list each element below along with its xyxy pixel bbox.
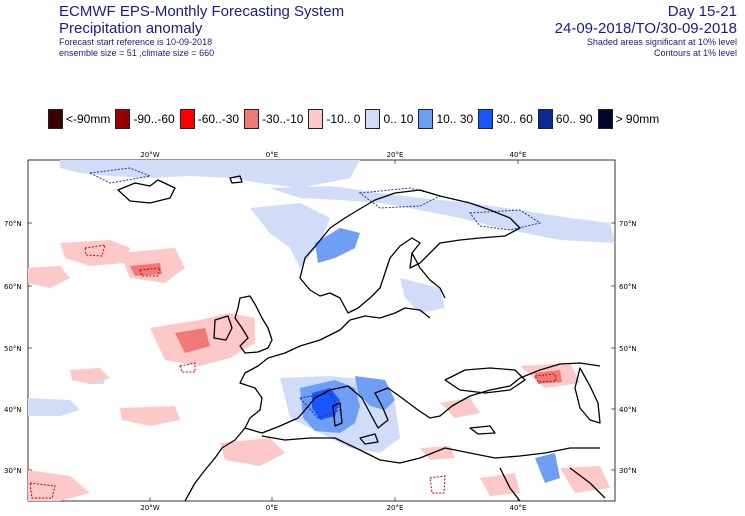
chart-subtitle: Precipitation anomaly bbox=[59, 20, 203, 37]
lat-label: 70°N bbox=[619, 220, 637, 228]
legend-swatch bbox=[418, 109, 434, 129]
legend-swatch bbox=[478, 109, 494, 129]
lat-label: 30°N bbox=[619, 467, 637, 475]
lon-label: 0°E bbox=[266, 504, 278, 512]
negative-anomaly-medium bbox=[130, 263, 562, 384]
legend-swatch bbox=[365, 109, 381, 129]
legend-label: -30..-10 bbox=[262, 112, 304, 126]
legend-label: -60..-30 bbox=[197, 112, 240, 126]
date-range: 24-09-2018/TO/30-09-2018 bbox=[554, 20, 737, 37]
legend-swatch bbox=[48, 109, 63, 129]
lon-label: 20°E bbox=[387, 504, 404, 512]
legend-swatch bbox=[597, 109, 613, 129]
legend-swatch bbox=[115, 109, 131, 129]
day-range: Day 15-21 bbox=[667, 3, 737, 20]
significance-contours bbox=[29, 167, 557, 499]
legend-item: 30.. 60 bbox=[478, 109, 538, 129]
lat-label: 40°N bbox=[619, 406, 637, 414]
lon-label: 20°W bbox=[140, 151, 159, 159]
positive-anomaly-light bbox=[28, 160, 615, 453]
header-left: ECMWF EPS-Monthly Forecasting System Pre… bbox=[59, 3, 344, 59]
coastlines bbox=[117, 175, 606, 501]
legend-item: -30..-10 bbox=[244, 109, 308, 129]
lat-label: 60°N bbox=[619, 283, 637, 291]
lat-label: 40°N bbox=[4, 406, 22, 414]
precipitation-map: 20°W 0°E 20°E 40°E 20°W 0°E 20°E 40°E 70… bbox=[4, 151, 637, 512]
contour-note: Contours at 1% level bbox=[653, 48, 737, 58]
legend-item: -90..-60 bbox=[115, 109, 179, 129]
chart-title: ECMWF EPS-Monthly Forecasting System bbox=[59, 3, 345, 20]
color-legend: <-90mm -90..-60 -60..-30 -30..-10 -10.. … bbox=[48, 108, 664, 130]
legend-swatch bbox=[179, 109, 195, 129]
lat-label: 50°N bbox=[4, 345, 22, 353]
legend-swatch bbox=[537, 109, 553, 129]
legend-item: 60.. 90 bbox=[537, 109, 598, 129]
lat-label: 70°N bbox=[4, 220, 22, 228]
legend-item: -10.. 0 bbox=[308, 109, 365, 129]
lon-label: 0°E bbox=[266, 151, 278, 159]
legend-label: 60.. 90 bbox=[555, 112, 593, 126]
lon-label: 40°E bbox=[510, 504, 527, 512]
legend-label: -90..-60 bbox=[133, 112, 175, 126]
lon-label: 40°E bbox=[510, 151, 527, 159]
legend-item: 0.. 10 bbox=[365, 109, 418, 129]
legend-item: <-90mm bbox=[48, 109, 115, 129]
legend-label: -10.. 0 bbox=[326, 112, 361, 126]
legend-label: > 90mm bbox=[615, 112, 660, 126]
lat-label: 30°N bbox=[4, 467, 22, 475]
legend-item: 10.. 30 bbox=[418, 109, 478, 129]
shaded-note: Shaded areas significant at 10% level bbox=[586, 37, 737, 47]
legend-item: -60..-30 bbox=[179, 109, 244, 129]
legend-label: <-90mm bbox=[66, 112, 111, 126]
header-right: Day 15-21 24-09-2018/TO/30-09-2018 Shade… bbox=[555, 3, 737, 59]
lat-label: 60°N bbox=[4, 283, 22, 291]
forecast-start-text: Forecast start reference is 10-09-2018 bbox=[59, 37, 213, 47]
legend-label: 0.. 10 bbox=[383, 112, 414, 126]
legend-label: 30.. 60 bbox=[496, 112, 533, 126]
lon-label: 20°E bbox=[387, 151, 404, 159]
legend-swatch bbox=[244, 109, 260, 129]
lat-label: 50°N bbox=[619, 345, 637, 353]
legend-swatch bbox=[308, 109, 324, 129]
legend-item: > 90mm bbox=[597, 109, 665, 129]
lon-label: 20°W bbox=[140, 504, 159, 512]
legend-label: 10.. 30 bbox=[436, 112, 474, 126]
ensemble-text: ensemble size = 51 ,climate size = 660 bbox=[59, 48, 215, 58]
